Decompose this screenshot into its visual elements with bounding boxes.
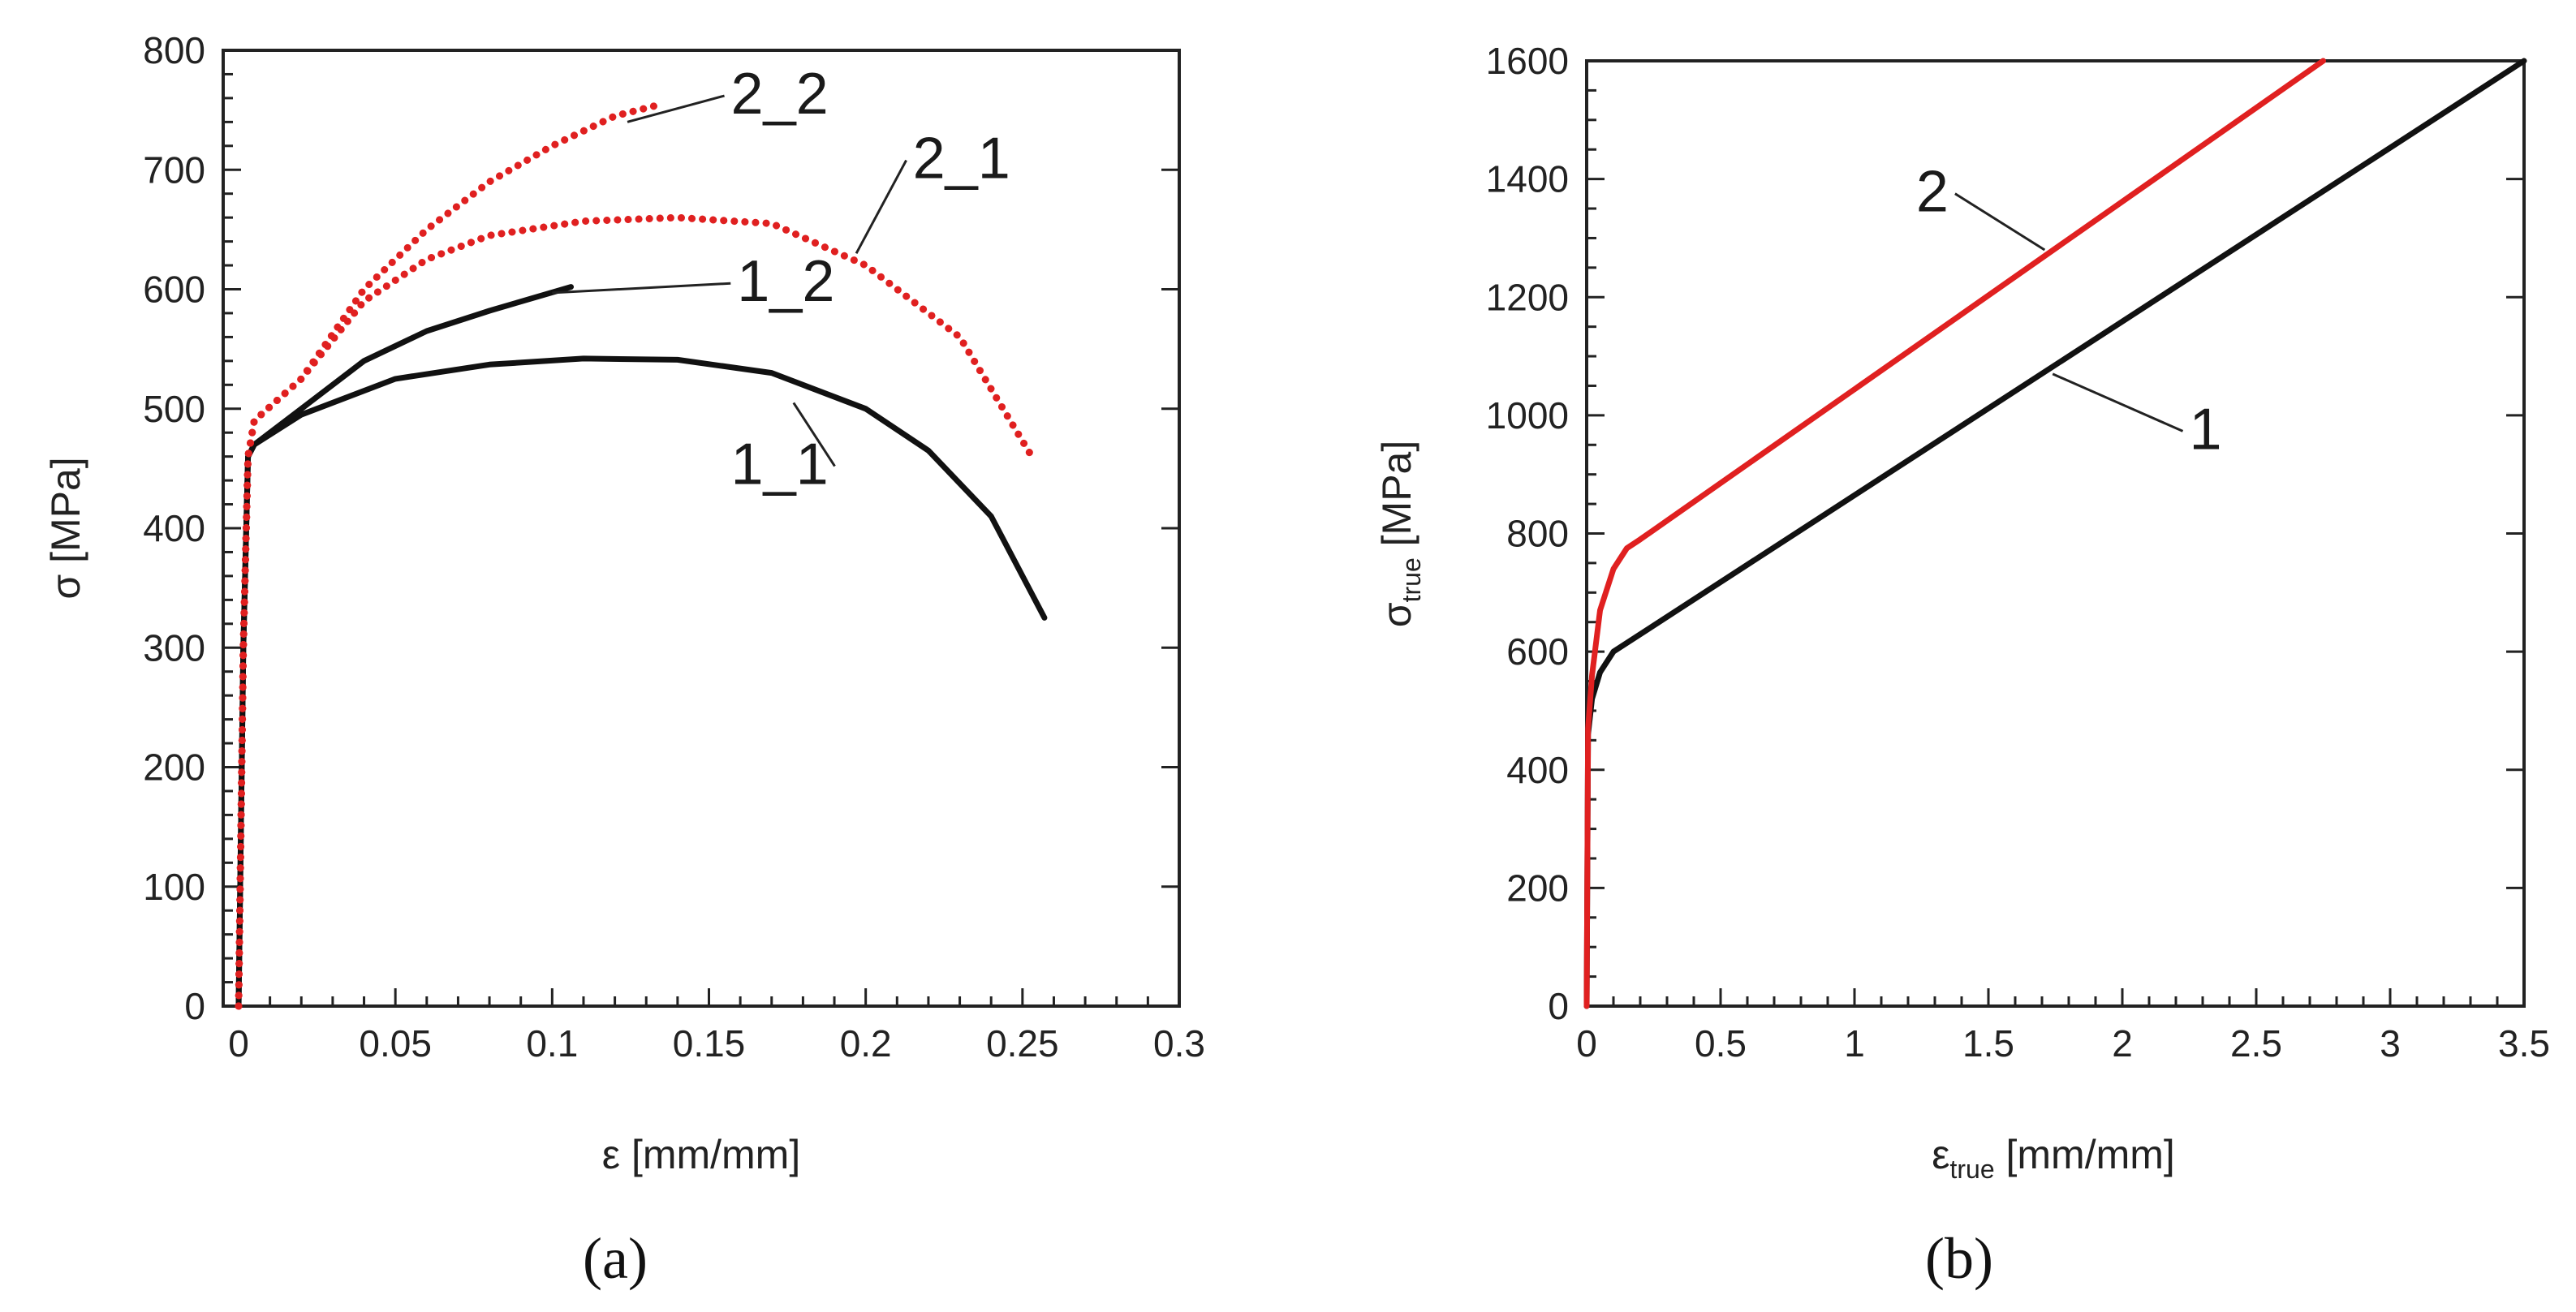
- panel-a-leader-2-2: [627, 94, 725, 123]
- panel-b-leader-2: [1954, 192, 2046, 252]
- panel-a-leader-1-1: [792, 402, 836, 467]
- panel-b-curve-label-2: 2: [1916, 160, 1949, 225]
- panel-a-series-1-2: [235, 284, 574, 1009]
- panel-b-series-1: [1583, 58, 2527, 1009]
- panel-b-x-label-sub: true: [1949, 1155, 1994, 1184]
- panel-b-y-tick-label: 1000: [1486, 394, 1569, 437]
- panel-a-x-tick-label: 0.3: [1153, 1022, 1205, 1065]
- panel-b-y-label-main: σ: [1374, 602, 1419, 627]
- panel-a-y-tick-label: 300: [143, 626, 205, 669]
- panel-b-series: [1583, 58, 2527, 1009]
- panel-a-y-tick-label: 500: [143, 388, 205, 430]
- panel-a-curve-label-1-2: 1_2: [737, 249, 834, 314]
- panel-b-x-axis-label: εtrue [mm/mm]: [1932, 1132, 2175, 1184]
- panel-a-annotations: 2_2 2_1 1_2 1_1: [552, 62, 1010, 497]
- panel-a-y-tick-label: 600: [143, 269, 205, 311]
- panel-b-curve-label-1: 1: [2190, 397, 2222, 462]
- panel-b-series-2: [1583, 58, 2326, 1009]
- panel-b-y-tick-label: 600: [1506, 630, 1569, 673]
- panel-b-x-tick-label: 3.5: [2498, 1022, 2550, 1065]
- panel-b-y-tick-label: 1200: [1486, 276, 1569, 318]
- panel-a-leader-2-1: [855, 159, 907, 255]
- panel-b-y-tick-label: 800: [1506, 513, 1569, 555]
- panel-b-caption: (b): [1925, 1226, 1993, 1291]
- panel-a-x-tick-label: 0.1: [526, 1022, 578, 1065]
- panel-b-x-tick-label: 2: [2112, 1022, 2133, 1065]
- panel-b-y-tick-label: 0: [1548, 985, 1569, 1027]
- panel-b: 0 0.5 1 1.5 2 2.5 3 3.5 0 200 400 600 800 1000 1200 140…: [1374, 40, 2550, 1291]
- panel-a-x-tick-label: 0: [228, 1022, 249, 1065]
- panel-b-plot-frame: [1585, 59, 2526, 1008]
- panel-b-y-tick-label: 1400: [1486, 158, 1569, 200]
- panel-a-plot-frame: [222, 49, 1181, 1008]
- panel-b-x-tick-label: 0: [1576, 1022, 1597, 1065]
- panel-a-series-1-1: [235, 355, 1048, 1009]
- panel-b-x-tick-label: 1.5: [1962, 1022, 2014, 1065]
- panel-b-x-label-main: ε: [1932, 1132, 1949, 1177]
- panel-b-y-tick-label: 200: [1506, 867, 1569, 909]
- panel-a-curve-label-2-2: 2_2: [731, 62, 829, 127]
- panel-a-series-2-2: [235, 100, 666, 1010]
- panel-a-x-tick-label: 0.25: [986, 1022, 1059, 1065]
- panel-a-x-tick-label: 0.2: [840, 1022, 892, 1065]
- panel-b-y-tick-label: 1600: [1486, 40, 1569, 82]
- panel-a-y-tick-label: 400: [143, 507, 205, 549]
- panel-a-x-axis-label: ε [mm/mm]: [602, 1132, 800, 1177]
- panel-b-x-tick-label: 0.5: [1695, 1022, 1747, 1065]
- panel-a-ticks: 0 0.05 0.1 0.15 0.2 0.25 0.3 0 100 200 300 400 500 60…: [143, 29, 1205, 1065]
- panel-b-y-axis-label: σtrue [MPa]: [1374, 441, 1426, 627]
- panel-b-y-label-sub: true: [1397, 557, 1426, 602]
- panel-a-x-tick-label: 0.15: [673, 1022, 746, 1065]
- panel-a-curve-label-2-1: 2_1: [913, 127, 1010, 191]
- panel-b-y-tick-label: 400: [1506, 749, 1569, 791]
- panel-a-y-tick-label: 800: [143, 29, 205, 71]
- panel-a-y-tick-label: 700: [143, 148, 205, 191]
- panel-b-x-label-rest: [mm/mm]: [1995, 1132, 2175, 1177]
- panel-a-caption: (a): [583, 1226, 648, 1291]
- panel-a-y-tick-label: 0: [184, 985, 205, 1027]
- panel-b-x-tick-label: 2.5: [2230, 1022, 2282, 1065]
- panel-b-y-label-rest: [MPa]: [1374, 441, 1419, 557]
- panel-a-series-2-1: [235, 213, 1036, 1010]
- panel-a-leader-1-2: [552, 282, 731, 295]
- panel-a-series: [235, 100, 1048, 1010]
- panel-a: 0 0.05 0.1 0.15 0.2 0.25 0.3 0 100 200 300 400 500 60…: [43, 29, 1205, 1291]
- panel-a-y-tick-label: 100: [143, 866, 205, 908]
- panel-b-leader-1: [2052, 372, 2184, 432]
- panel-b-ticks: 0 0.5 1 1.5 2 2.5 3 3.5 0 200 400 600 800 1000 1200 140…: [1486, 40, 2550, 1065]
- panel-b-x-tick-label: 3: [2380, 1022, 2401, 1065]
- panel-b-annotations: 21: [1916, 160, 2222, 462]
- panel-a-curve-label-1-1: 1_1: [731, 432, 829, 497]
- panel-a-y-tick-label: 200: [143, 746, 205, 789]
- panel-a-y-axis-label: σ [MPa]: [43, 457, 88, 599]
- panel-b-x-tick-label: 1: [1844, 1022, 1865, 1065]
- panel-a-x-tick-label: 0.05: [359, 1022, 432, 1065]
